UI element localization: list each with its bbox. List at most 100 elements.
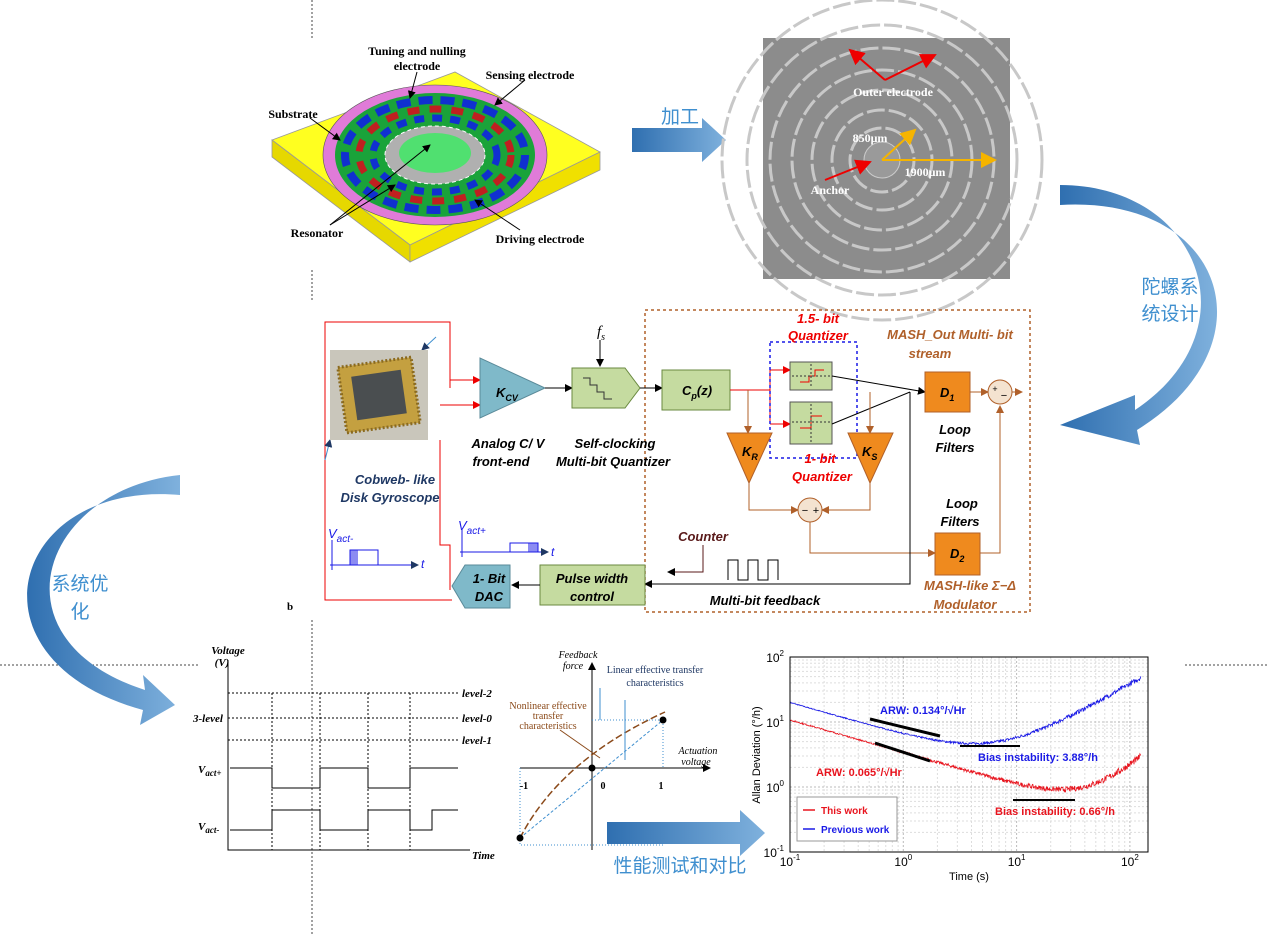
tick-base: 10 <box>894 855 908 869</box>
linear: Linear effective transfer <box>607 665 704 676</box>
y-title: Feedback <box>558 650 598 661</box>
selfclock: Self-clocking <box>575 436 656 451</box>
shape <box>355 105 515 205</box>
label: D1 <box>940 385 954 403</box>
arrow-fabrication: 加工 <box>661 106 699 128</box>
model: Tuning and nulling electrode Sensing ele… <box>268 44 601 263</box>
shape <box>789 656 1149 853</box>
tick-exp: 1 <box>780 714 785 723</box>
tick-base: 10 <box>1121 855 1135 869</box>
tick-label: 101 <box>766 714 784 730</box>
tuning-electrode: Tuning and nulling <box>368 44 466 58</box>
arw-prev: ARW: 0.134°/√Hr <box>880 705 967 717</box>
shape <box>350 550 358 565</box>
base: D <box>950 546 960 561</box>
legend-label: This work <box>821 806 868 817</box>
transfer: Feedback force Linear effective transfer… <box>509 650 717 850</box>
blocks: KCV fs Cp(z) KR KS − + D1 + − D2 Analog … <box>287 309 1031 613</box>
label: KCV <box>496 385 519 403</box>
quant1: Quantizer <box>792 469 853 484</box>
shape <box>474 199 521 231</box>
analog: front-end <box>472 454 530 469</box>
shape <box>309 117 341 141</box>
shape <box>462 542 539 553</box>
resonator: Resonator <box>291 226 344 240</box>
shape <box>881 128 917 161</box>
label: D2 <box>950 546 964 564</box>
shape <box>588 764 596 772</box>
base: V <box>198 821 207 833</box>
y-title: (V) <box>215 657 230 669</box>
plus: + <box>992 384 997 394</box>
level-0: level-0 <box>462 713 492 725</box>
substrate: Substrate <box>268 107 318 121</box>
shape <box>644 309 1031 613</box>
base: D <box>940 385 950 400</box>
outer-electrode: Outer electrode <box>853 85 934 99</box>
tick-exp: -1 <box>777 844 785 853</box>
shape <box>796 796 898 842</box>
mash-out: MASH_Out Multi- bit <box>887 327 1013 342</box>
sub: act- <box>337 534 354 545</box>
y-title: Allan Deviation (°/h) <box>751 706 763 803</box>
sub: 2 <box>958 554 964 564</box>
allan-grid <box>790 657 1148 852</box>
shape <box>632 118 726 162</box>
shape <box>369 114 501 196</box>
base: C <box>682 383 692 398</box>
shape <box>980 405 1004 554</box>
arrow-test: 性能测试和对比 <box>613 855 746 877</box>
label: KS <box>862 444 877 462</box>
dim-inner: 850μm <box>853 131 888 145</box>
shape <box>821 483 871 514</box>
shape <box>831 391 911 425</box>
sub: act+ <box>467 526 486 537</box>
rest: (z) <box>697 383 712 398</box>
sub: s <box>601 332 605 343</box>
shape <box>848 48 886 81</box>
group: Analog C/ V front-end Self-clocking Mult… <box>341 311 1017 612</box>
allan: ARW: 0.134°/√Hr Bias instability: 3.88°/… <box>751 649 1149 883</box>
x-title: Time <box>472 850 495 862</box>
base: K <box>496 385 507 400</box>
group <box>271 693 411 850</box>
base: V <box>458 518 468 533</box>
noise-curve <box>789 676 1142 746</box>
shape <box>559 729 601 759</box>
tick-exp: -1 <box>793 853 801 862</box>
shape <box>230 767 458 789</box>
tick-exp: 1 <box>1021 853 1026 862</box>
tick-base: 10 <box>764 846 778 860</box>
sem: Outer electrode 850μm 1900μm Anchor <box>720 0 1044 322</box>
shape <box>479 357 547 419</box>
pwc: Pulse width <box>556 571 628 586</box>
selfclock: Multi-bit Quantizer <box>556 454 671 469</box>
shape <box>592 719 664 768</box>
shape <box>227 660 470 851</box>
shape <box>407 71 418 99</box>
label: fs <box>597 324 605 343</box>
shape <box>571 367 641 409</box>
shape <box>27 475 180 725</box>
y-title: force <box>563 661 584 672</box>
shape <box>329 184 396 226</box>
waveform: Voltage (V) 3-level Vact+ Vact- level-2 … <box>192 645 495 862</box>
tick-base: 10 <box>780 855 794 869</box>
base: f <box>597 324 603 340</box>
tick-base: 10 <box>766 651 780 665</box>
level-2: level-2 <box>462 688 492 700</box>
shape <box>516 834 524 842</box>
shape <box>644 392 911 588</box>
modulator: MASH-like Σ−Δ <box>924 578 1016 593</box>
arrow-optimization: 系统优 <box>51 573 108 595</box>
ticks: 0 <box>601 781 606 792</box>
tick-base: 10 <box>766 781 780 795</box>
nonlinear: transfer <box>533 711 564 722</box>
label: Vact+ <box>458 518 486 537</box>
quant15: Quantizer <box>788 328 849 343</box>
gyro: Disk Gyroscope <box>341 490 440 505</box>
base: K <box>862 444 873 459</box>
base: V <box>328 526 338 541</box>
shape <box>726 432 773 485</box>
